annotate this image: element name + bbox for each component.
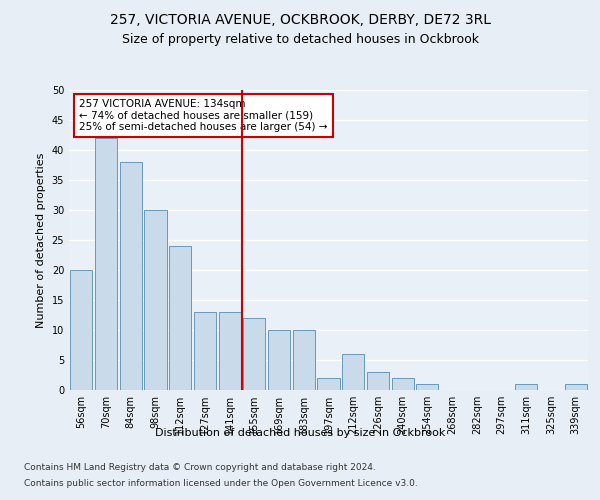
Text: Distribution of detached houses by size in Ockbrook: Distribution of detached houses by size …: [155, 428, 445, 438]
Bar: [342, 354, 364, 390]
Bar: [145, 210, 167, 390]
Bar: [169, 246, 191, 390]
Text: Contains HM Land Registry data © Crown copyright and database right 2024.: Contains HM Land Registry data © Crown c…: [24, 464, 376, 472]
Bar: [515, 384, 538, 390]
Text: Contains public sector information licensed under the Open Government Licence v3: Contains public sector information licen…: [24, 478, 418, 488]
Bar: [392, 378, 414, 390]
Bar: [367, 372, 389, 390]
Bar: [218, 312, 241, 390]
Bar: [119, 162, 142, 390]
Text: 257, VICTORIA AVENUE, OCKBROOK, DERBY, DE72 3RL: 257, VICTORIA AVENUE, OCKBROOK, DERBY, D…: [110, 12, 491, 26]
Bar: [243, 318, 265, 390]
Text: 257 VICTORIA AVENUE: 134sqm
← 74% of detached houses are smaller (159)
25% of se: 257 VICTORIA AVENUE: 134sqm ← 74% of det…: [79, 99, 328, 132]
Bar: [317, 378, 340, 390]
Bar: [70, 270, 92, 390]
Text: Size of property relative to detached houses in Ockbrook: Size of property relative to detached ho…: [121, 32, 479, 46]
Bar: [268, 330, 290, 390]
Bar: [565, 384, 587, 390]
Bar: [194, 312, 216, 390]
Bar: [293, 330, 315, 390]
Y-axis label: Number of detached properties: Number of detached properties: [36, 152, 46, 328]
Bar: [416, 384, 439, 390]
Bar: [95, 138, 117, 390]
